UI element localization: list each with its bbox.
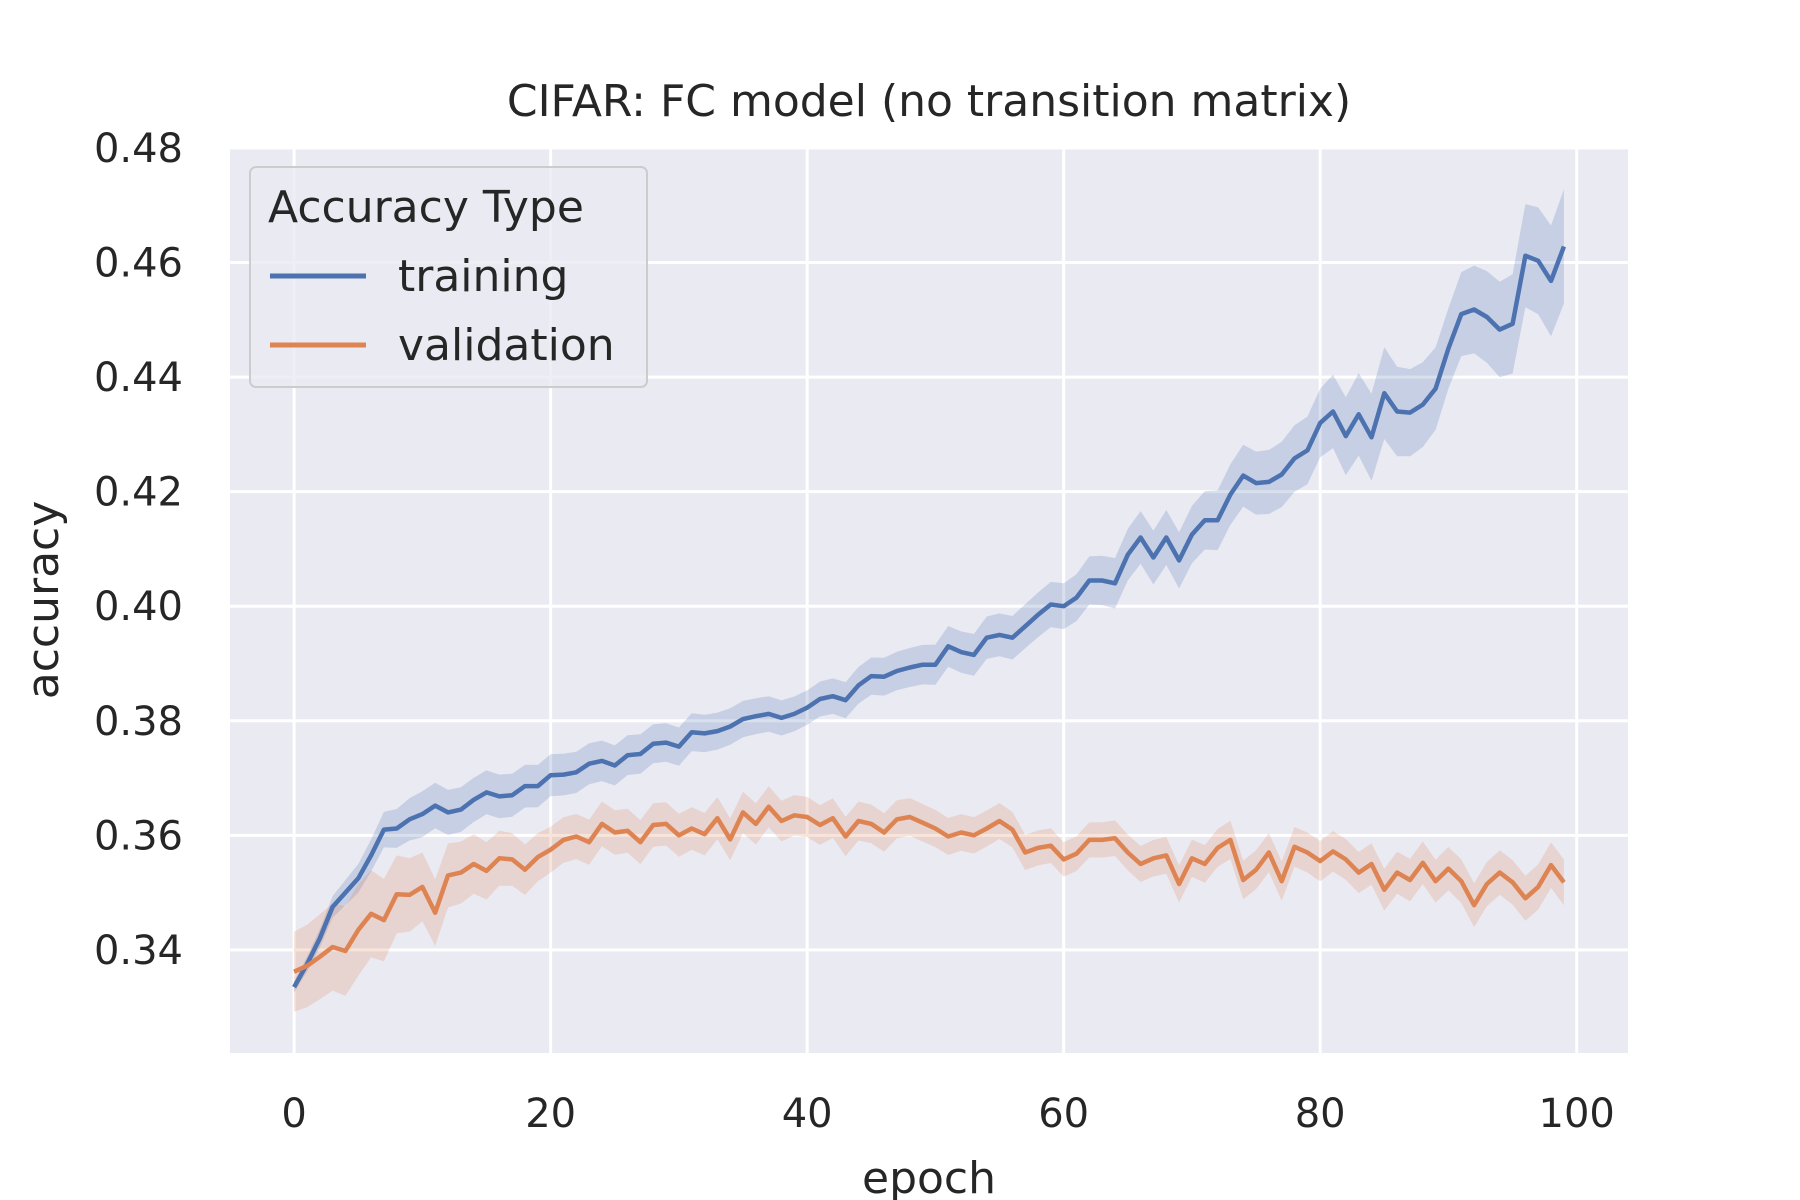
- legend-title: Accuracy Type: [268, 182, 584, 233]
- y-tick-label: 0.36: [94, 813, 183, 859]
- legend: Accuracy Type training validation: [249, 166, 648, 388]
- y-tick-label: 0.44: [94, 355, 183, 401]
- x-tick-label: 40: [782, 1091, 833, 1137]
- confidence-bands: [294, 189, 1564, 1012]
- y-tick-label: 0.42: [94, 470, 183, 516]
- grid: [230, 146, 1628, 1053]
- x-tick-label: 100: [1539, 1091, 1615, 1137]
- x-tick-label: 60: [1038, 1091, 1089, 1137]
- chart-title: CIFAR: FC model (no transition matrix): [507, 76, 1351, 127]
- y-tick-label: 0.40: [94, 584, 183, 630]
- training-line: [292, 245, 1567, 989]
- y-axis-label: accuracy: [18, 501, 69, 700]
- validation-line: [293, 804, 1566, 974]
- y-tick-label: 0.48: [94, 126, 183, 172]
- x-tick-label: 0: [281, 1091, 306, 1137]
- tick-labels: 0 20 40 60 80 100 0.34 0.36 0.38 0.40 0.42 0.44 0.46…: [94, 126, 1615, 1137]
- legend-label-training: training: [398, 251, 568, 302]
- x-axis-label: epoch: [862, 1153, 996, 1200]
- series-lines: [292, 245, 1567, 989]
- y-tick-label: 0.38: [94, 699, 183, 745]
- x-tick-label: 20: [525, 1091, 576, 1137]
- x-tick-label: 80: [1295, 1091, 1346, 1137]
- y-tick-label: 0.34: [94, 928, 183, 974]
- legend-label-validation: validation: [398, 320, 615, 371]
- y-tick-label: 0.46: [94, 241, 183, 287]
- validation-confidence-band: [294, 786, 1564, 1012]
- legend-box: [249, 166, 648, 388]
